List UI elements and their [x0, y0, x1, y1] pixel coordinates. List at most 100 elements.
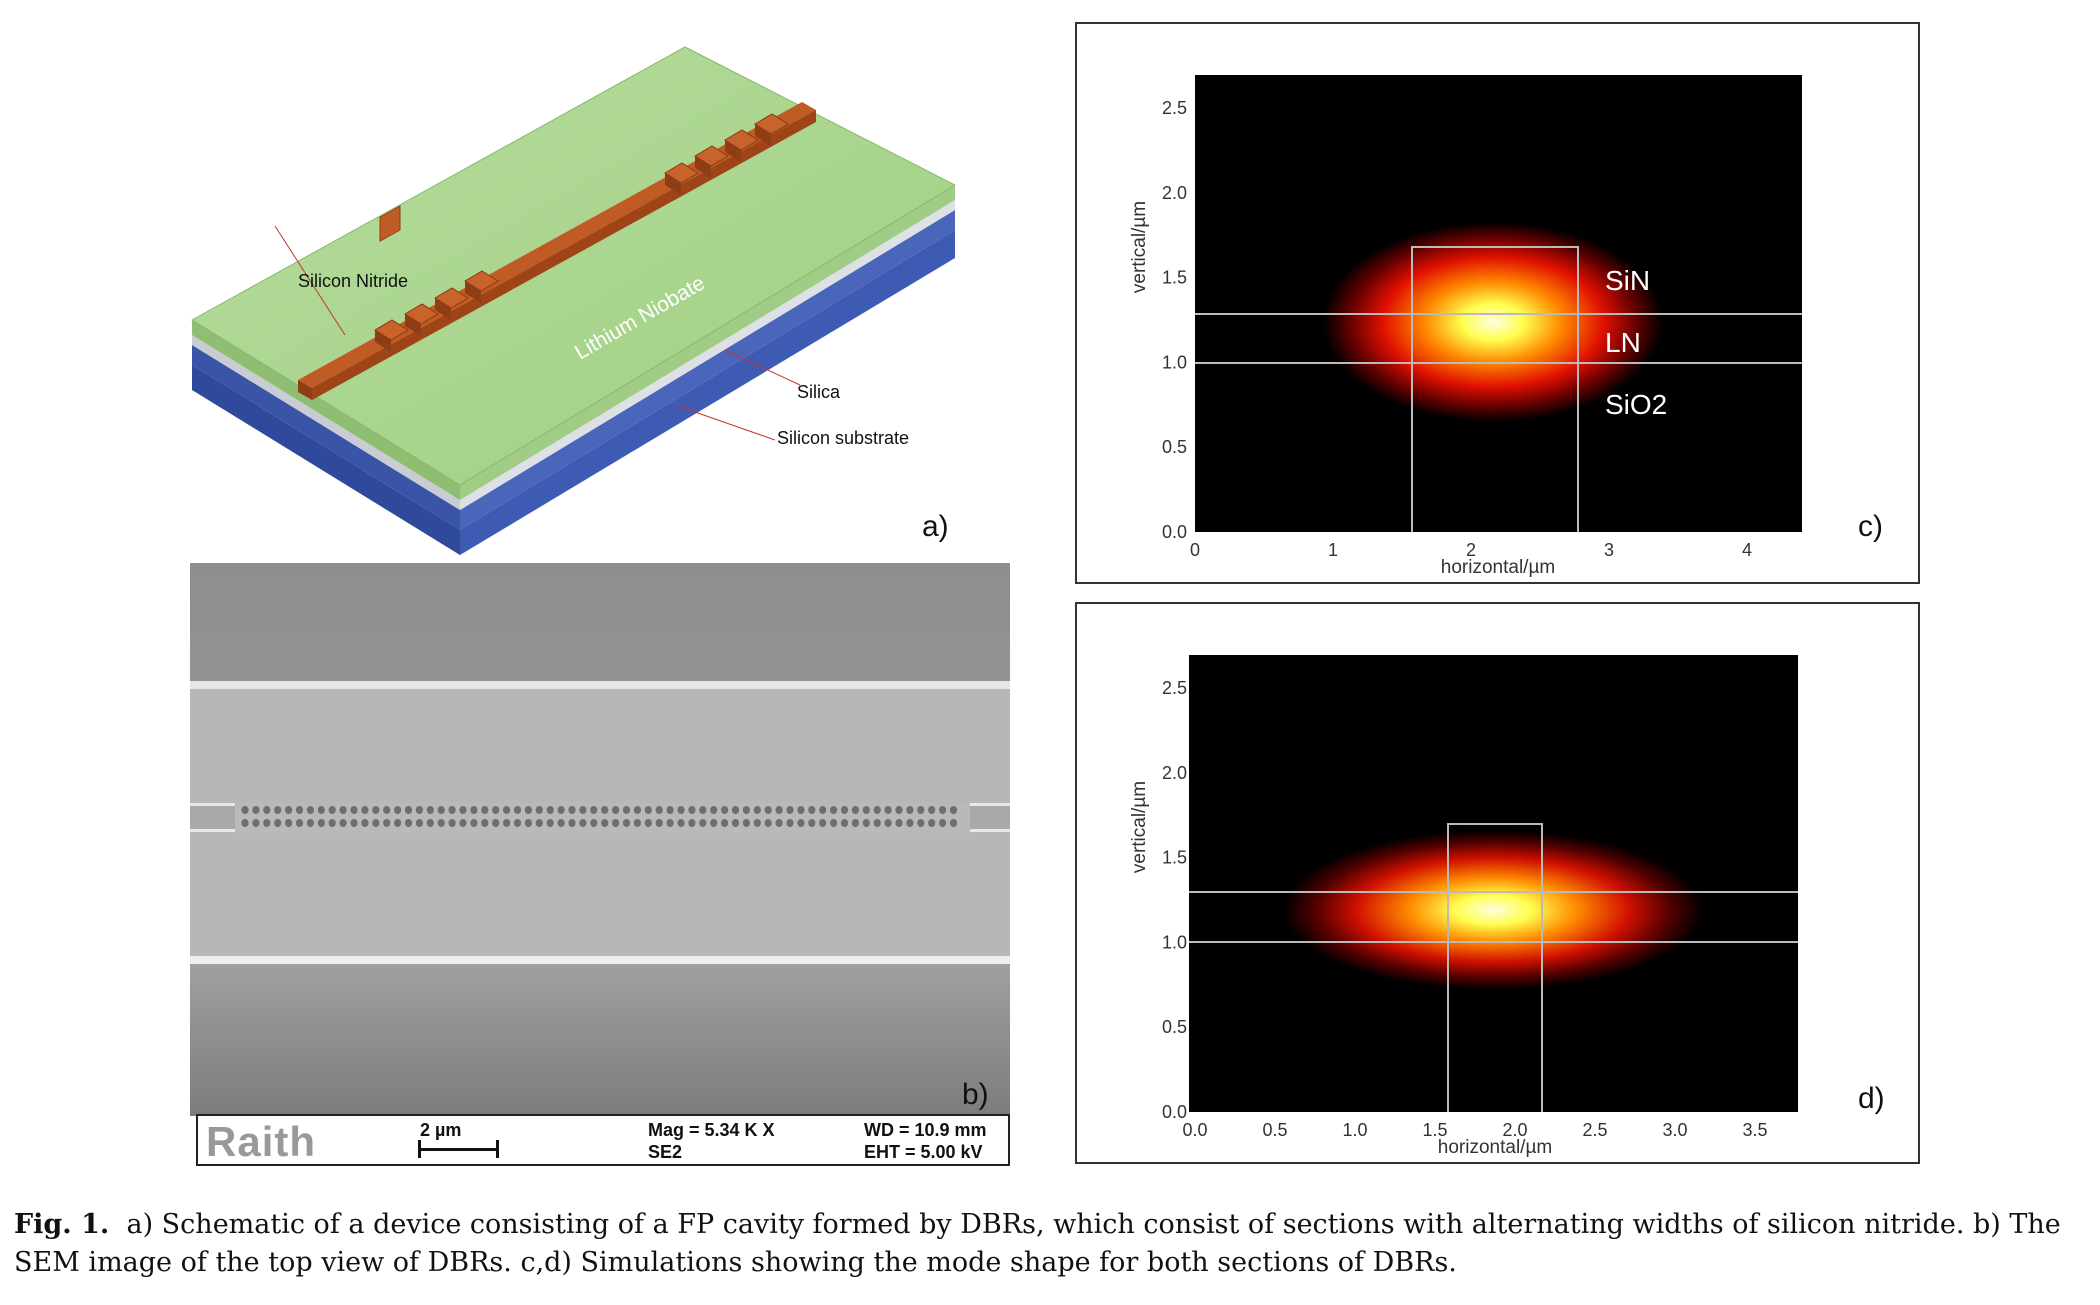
x-tick-label: 1.0	[1342, 1120, 1367, 1140]
grating-hole	[437, 806, 445, 814]
grating-hole	[906, 806, 914, 814]
x-tick-label: 1	[1328, 540, 1338, 560]
grating-hole	[851, 806, 860, 814]
grating-hole	[513, 819, 522, 827]
grating-hole	[786, 806, 794, 814]
y-tick-label: 1.0	[1162, 352, 1187, 372]
grating-hole	[819, 806, 827, 814]
label-silica: Silica	[797, 382, 841, 402]
grating-hole	[263, 806, 271, 814]
y-tick-label: 2.5	[1162, 678, 1187, 698]
grating-hole	[252, 819, 260, 827]
y-tick-label: 0.0	[1162, 1102, 1187, 1122]
x-tick-label: 0.5	[1262, 1120, 1287, 1140]
grating-hole	[404, 806, 413, 814]
y-tick-label: 0.0	[1162, 522, 1187, 542]
grating-hole	[721, 806, 729, 814]
y-tick-label: 0.5	[1162, 437, 1187, 457]
x-tick-label: 2.0	[1502, 1120, 1527, 1140]
grating-hole	[949, 819, 958, 827]
substrate-right	[460, 230, 955, 555]
schematic-device: Silicon Nitride Lithium Niobate Silica S…	[191, 46, 957, 555]
grating-hole	[285, 806, 293, 814]
grating-hole	[426, 806, 434, 814]
grating-hole	[666, 806, 674, 814]
label-silicon-substrate: Silicon substrate	[777, 428, 909, 448]
grating-hole	[721, 819, 729, 827]
grating-hole	[742, 819, 751, 827]
grating-hole	[688, 806, 696, 814]
grating-hole	[306, 806, 314, 814]
grating-hole	[633, 806, 641, 814]
grating-hole	[306, 819, 314, 827]
sem-brand: Raith	[206, 1118, 316, 1165]
grating-hole	[252, 806, 260, 814]
grating-hole	[655, 819, 663, 827]
grating-hole	[710, 819, 718, 827]
grating-hole	[731, 819, 740, 827]
c-xticks: 0 1 2 3 4	[1190, 540, 1752, 560]
grating-hole	[601, 806, 609, 814]
x-tick-label: 3.5	[1742, 1120, 1767, 1140]
grating-hole	[906, 819, 914, 827]
grating-hole	[830, 806, 838, 814]
grating-hole	[590, 819, 598, 827]
y-tick-label: 1.0	[1162, 932, 1187, 952]
grating-hole	[285, 819, 293, 827]
panel-b-label: b)	[962, 1078, 989, 1111]
grating-hole	[590, 806, 598, 814]
panel-a-label: a)	[922, 510, 949, 543]
grating-hole	[241, 806, 249, 814]
sem-scale-bar	[418, 1148, 498, 1151]
sem-scale-text: 2 µm	[420, 1120, 462, 1140]
grating-hole	[579, 819, 587, 827]
grating-hole	[535, 819, 543, 827]
grating-hole	[241, 819, 249, 827]
c-ylabel: vertical/µm	[1129, 201, 1150, 293]
x-tick-label: 2.5	[1582, 1120, 1607, 1140]
grating-hole	[492, 819, 500, 827]
grating-hole	[361, 806, 369, 814]
grating-hole	[350, 819, 358, 827]
grating-hole	[295, 819, 304, 827]
grating-hole	[492, 806, 500, 814]
grating-hole	[928, 819, 936, 827]
grating-hole	[361, 819, 369, 827]
grating-hole	[546, 806, 554, 814]
grating-hole	[840, 819, 849, 827]
grating-hole	[557, 806, 565, 814]
grating-hole	[612, 806, 620, 814]
grating-hole	[622, 806, 631, 814]
caption-text: a) Schematic of a device consisting of a…	[14, 1209, 2061, 1278]
grating-hole	[295, 806, 304, 814]
sem-mag: Mag = 5.34 K X	[648, 1120, 775, 1140]
grating-hole	[928, 806, 936, 814]
grating-hole	[644, 819, 652, 827]
figure-number: Fig. 1.	[14, 1209, 110, 1240]
d-yticks: 0.0 0.5 1.0 1.5 2.0 2.5	[1162, 678, 1187, 1122]
grating-hole	[939, 819, 947, 827]
grating-hole	[372, 806, 380, 814]
mode-plot-d: 0.0 0.5 1.0 1.5 2.0 2.5 3.0 3.5 0.0 0.5 1.0 1.5 2.0…	[1129, 655, 1798, 1158]
sem-info-bar: Raith 2 µm Mag = 5.34 K X SE2 WD = 10.9 …	[196, 1114, 1010, 1166]
grating-hole	[710, 806, 718, 814]
grating-hole	[524, 819, 532, 827]
grating-hole	[372, 819, 380, 827]
grating-hole	[274, 819, 282, 827]
sem-wd: WD = 10.9 mm	[864, 1120, 987, 1140]
grating-hole	[328, 806, 336, 814]
grating-hole	[644, 806, 652, 814]
grating-hole	[579, 806, 587, 814]
grating-hole	[677, 806, 685, 814]
grating-hole	[274, 806, 282, 814]
dbr-grating-holes	[241, 806, 958, 827]
d-xlabel: horizontal/µm	[1438, 1137, 1552, 1158]
grating-hole	[666, 819, 674, 827]
grating-hole	[840, 806, 849, 814]
grating-hole	[612, 819, 620, 827]
grating-hole	[797, 819, 805, 827]
grating-hole	[394, 806, 402, 814]
grating-teeth	[379, 205, 401, 242]
grating-hole	[819, 819, 827, 827]
grating-hole	[830, 819, 838, 827]
